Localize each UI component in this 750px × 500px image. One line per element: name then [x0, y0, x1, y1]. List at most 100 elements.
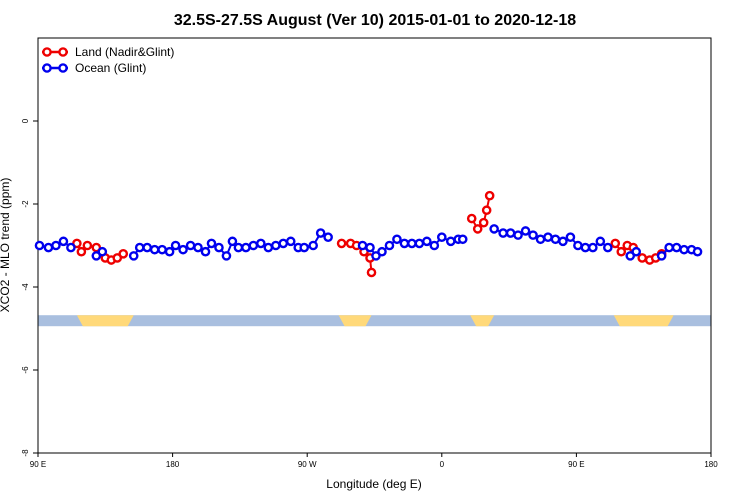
- legend: Land (Nadir&Glint) Ocean (Glint): [42, 45, 174, 75]
- data-point: [543, 232, 553, 242]
- data-point: [34, 240, 45, 251]
- data-point: [214, 242, 224, 253]
- data-point: [134, 242, 145, 253]
- data-point: [505, 228, 516, 238]
- data-point: [489, 224, 499, 234]
- data-point: [671, 242, 682, 253]
- data-point: [51, 240, 61, 251]
- data-point: [366, 267, 377, 278]
- land-band-segment: [338, 315, 372, 327]
- x-tick-label: 180: [704, 460, 718, 469]
- data-point: [436, 232, 447, 242]
- ocean-series: [34, 224, 703, 261]
- data-point: [478, 217, 489, 228]
- data-point: [565, 232, 576, 242]
- data-point: [248, 240, 259, 251]
- x-tick-label: 90 E: [568, 460, 584, 469]
- data-point: [445, 236, 456, 247]
- land-band-segment: [470, 315, 495, 327]
- data-point: [299, 242, 310, 253]
- x-tick-label: 90 E: [30, 460, 46, 469]
- data-point: [595, 236, 606, 247]
- data-point: [422, 236, 432, 247]
- data-point: [637, 253, 648, 263]
- data-point: [263, 242, 274, 253]
- data-point: [278, 238, 289, 249]
- data-point: [656, 251, 667, 261]
- land-band-segment: [613, 315, 674, 327]
- data-point: [233, 242, 244, 253]
- data-point: [481, 205, 492, 216]
- data-point: [399, 238, 410, 249]
- data-point: [118, 248, 129, 259]
- data-point: [610, 238, 621, 249]
- data-point: [550, 234, 561, 245]
- x-tick-label: 90 W: [298, 460, 317, 469]
- legend-marker: [58, 63, 68, 73]
- x-tick-label: 0: [440, 460, 445, 469]
- data-point: [336, 238, 347, 249]
- data-point: [513, 230, 523, 240]
- data-point: [285, 236, 296, 247]
- y-tick-label: -8: [21, 449, 30, 457]
- y-tick-label: -2: [21, 200, 30, 208]
- data-point: [178, 244, 188, 255]
- land-band-segment: [76, 315, 134, 327]
- legend-marker: [58, 47, 68, 57]
- land-series: [72, 190, 667, 278]
- data-point: [392, 234, 402, 245]
- data-point: [520, 226, 531, 236]
- data-point: [149, 244, 160, 255]
- data-point: [692, 246, 703, 257]
- data-point: [384, 240, 395, 251]
- data-point: [315, 228, 326, 238]
- data-point: [164, 246, 175, 257]
- data-point: [157, 244, 167, 255]
- data-point: [631, 246, 642, 257]
- land-ocean-band: [38, 315, 711, 327]
- data-point: [241, 242, 251, 253]
- data-point: [128, 251, 139, 261]
- data-point: [97, 246, 108, 257]
- data-point: [357, 240, 368, 251]
- data-point: [573, 240, 583, 251]
- data-point: [193, 242, 203, 253]
- data-point: [535, 234, 546, 245]
- data-point: [76, 246, 87, 257]
- data-point: [200, 246, 211, 257]
- x-axis-label: Longitude (deg E): [326, 477, 421, 491]
- y-axis-label: XCO2 - MLO trend (ppm): [0, 178, 12, 313]
- data-point: [185, 240, 196, 251]
- data-point: [616, 246, 627, 257]
- data-point: [227, 236, 238, 247]
- data-point: [206, 238, 217, 249]
- data-point: [323, 232, 333, 242]
- data-point: [270, 240, 281, 251]
- data-point: [142, 242, 152, 253]
- legend-label: Ocean (Glint): [75, 61, 146, 75]
- data-point: [466, 213, 477, 224]
- y-tick-label: -6: [21, 366, 30, 374]
- legend-label: Land (Nadir&Glint): [75, 45, 174, 59]
- data-point: [66, 242, 76, 253]
- data-point: [679, 244, 689, 255]
- data-point: [664, 242, 674, 253]
- data-point: [377, 246, 387, 257]
- data-point: [308, 240, 318, 251]
- x-tick-label: 180: [166, 460, 180, 469]
- data-point: [58, 236, 69, 247]
- data-point: [588, 242, 598, 253]
- data-point: [484, 190, 495, 201]
- data-point: [528, 230, 538, 240]
- legend-marker: [42, 47, 52, 57]
- data-point: [365, 242, 375, 253]
- chart-title: 32.5S-27.5S August (Ver 10) 2015-01-01 t…: [174, 12, 576, 29]
- data-point: [43, 242, 54, 253]
- ocean-band: [38, 315, 711, 327]
- data-point: [256, 238, 266, 249]
- data-point: [457, 234, 468, 245]
- data-point: [603, 242, 613, 253]
- data-point: [170, 240, 181, 251]
